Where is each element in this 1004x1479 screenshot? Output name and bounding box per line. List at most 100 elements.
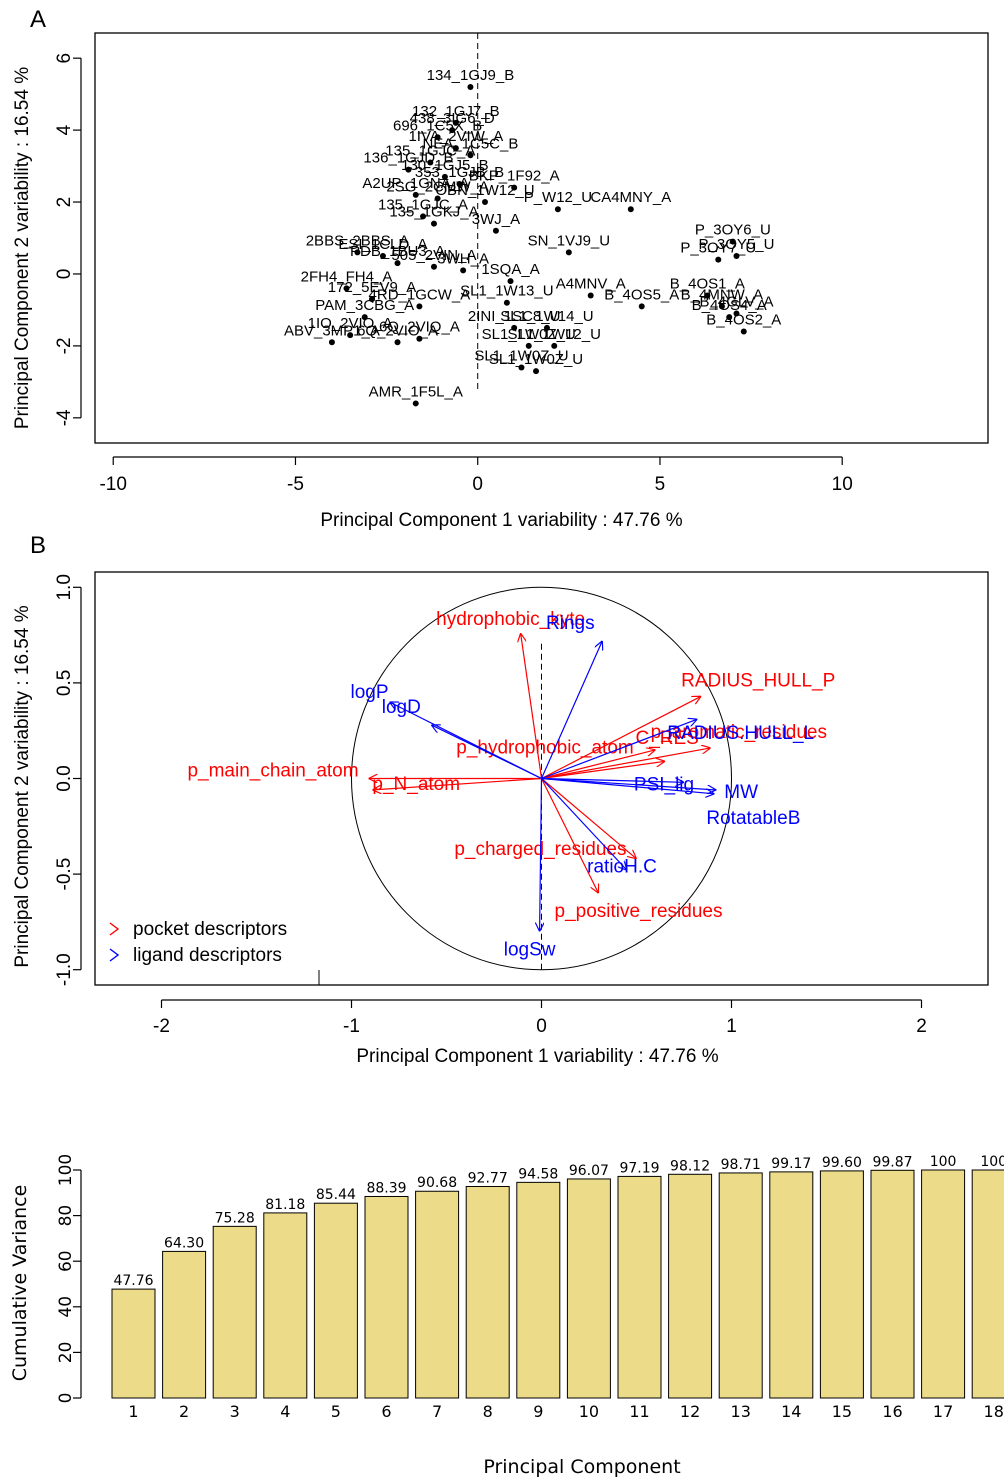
data-point bbox=[430, 220, 437, 227]
data-point bbox=[740, 328, 747, 335]
data-point bbox=[394, 339, 401, 346]
x-tick-label: 0 bbox=[536, 1016, 547, 1037]
data-point bbox=[347, 332, 354, 339]
legend-label: pocket descriptors bbox=[133, 919, 287, 940]
point-label: 438_3IG6_D bbox=[410, 110, 495, 127]
data-point bbox=[715, 256, 722, 263]
bar bbox=[971, 1169, 1004, 1399]
y-tick-label: -4 bbox=[54, 409, 75, 426]
point-label: 130_1GJ5_B bbox=[401, 157, 489, 174]
data-point bbox=[420, 213, 427, 220]
loading-arrow bbox=[541, 748, 711, 780]
bar bbox=[364, 1195, 409, 1399]
loading-label: ratioH.C bbox=[587, 856, 657, 877]
data-point bbox=[551, 342, 558, 349]
data-point bbox=[467, 83, 474, 90]
x-tick-label: 7 bbox=[432, 1402, 442, 1421]
legend-marker bbox=[109, 948, 120, 962]
bar-value-label: 88.39 bbox=[366, 1180, 406, 1196]
point-label: 1IO_2VIO_A bbox=[308, 315, 393, 332]
point-label: ESI_1CLD_A bbox=[338, 236, 427, 253]
data-point bbox=[467, 152, 474, 159]
x-tick-label: 1 bbox=[726, 1016, 737, 1037]
bar bbox=[617, 1175, 662, 1399]
loading-label: RADIUS_HULL_P bbox=[681, 670, 835, 691]
data-point bbox=[434, 195, 441, 202]
data-point bbox=[511, 184, 518, 191]
y-tick-label: 0.5 bbox=[54, 670, 75, 696]
point-label: SL1_1W14_U bbox=[500, 308, 593, 325]
data-point bbox=[718, 303, 725, 310]
bar-value-label: 96.07 bbox=[569, 1163, 609, 1179]
point-label: AMR_1F5L_A bbox=[369, 383, 463, 400]
panel-b: B -2 -1 0 1 2 Principal Component 1 variabilit… bbox=[12, 532, 989, 1067]
bar bbox=[870, 1169, 915, 1399]
point-label: P_3OY6_U bbox=[695, 222, 771, 239]
plot-frame bbox=[94, 32, 989, 444]
x-tick-label: 6 bbox=[381, 1402, 391, 1421]
data-point bbox=[543, 324, 550, 331]
loading-arrow bbox=[431, 725, 542, 780]
point-label: 135_1GJC_A bbox=[385, 142, 475, 159]
loading-arrow bbox=[540, 641, 603, 779]
loading-arrow bbox=[541, 719, 698, 780]
bar-value-label: 47.76 bbox=[113, 1273, 153, 1289]
x-axis-title: Principal Component 1 variability : 47.7… bbox=[320, 510, 682, 531]
y-axis-title: Principal Component 2 variability : 16.5… bbox=[12, 67, 33, 429]
x-tick-label: 18 bbox=[984, 1402, 1004, 1421]
bar-value-label: 85.44 bbox=[316, 1187, 356, 1203]
bar-value-label: 81.18 bbox=[265, 1197, 305, 1213]
y-tick-label: 1.0 bbox=[54, 574, 75, 600]
data-point bbox=[452, 119, 459, 126]
y-tick-label: 40 bbox=[56, 1296, 76, 1318]
data-point bbox=[726, 314, 733, 321]
x-tick-label: 5 bbox=[655, 474, 666, 495]
x-tick-label: 5 bbox=[331, 1402, 341, 1421]
bar-value-label: 99.17 bbox=[771, 1156, 811, 1172]
bar-value-label: 100 bbox=[930, 1154, 957, 1170]
data-point bbox=[456, 181, 463, 188]
data-point bbox=[354, 249, 361, 256]
plot-frame bbox=[94, 571, 989, 986]
bar-value-label: 99.60 bbox=[822, 1155, 862, 1171]
data-point bbox=[416, 335, 423, 342]
point-label: B_4MNW_A bbox=[681, 286, 764, 303]
x-tick-label: 8 bbox=[483, 1402, 493, 1421]
y-tick-label: -1.0 bbox=[54, 953, 75, 986]
point-label: SL1_1W13_U bbox=[460, 283, 553, 300]
x-tick-label: 1 bbox=[128, 1402, 138, 1421]
loading-arrow bbox=[541, 761, 666, 780]
data-point bbox=[460, 267, 467, 274]
x-tick-label: 13 bbox=[731, 1402, 751, 1421]
data-point bbox=[434, 134, 441, 141]
bar-value-label: 64.30 bbox=[164, 1235, 204, 1251]
bar-value-label: 75.28 bbox=[215, 1210, 255, 1226]
y-tick-label: 6 bbox=[54, 53, 75, 64]
loading-arrow bbox=[521, 633, 543, 779]
data-point bbox=[441, 173, 448, 180]
loading-label: p_N_atom bbox=[372, 774, 460, 795]
x-tick-label: 16 bbox=[882, 1402, 902, 1421]
data-point bbox=[379, 252, 386, 259]
loading-label: RADIUS.HULL_L bbox=[667, 723, 814, 744]
point-label: 353_1GJB_B bbox=[415, 164, 504, 181]
data-point bbox=[704, 292, 711, 299]
x-tick-label: 9 bbox=[533, 1402, 543, 1421]
point-label: 136_1GJD_B bbox=[363, 150, 453, 167]
bar bbox=[819, 1170, 864, 1399]
x-axis-title: Principal Component bbox=[483, 1456, 680, 1478]
x-tick-label: 17 bbox=[933, 1402, 953, 1421]
panel-letter-a: A bbox=[30, 6, 46, 33]
loading-arrow bbox=[541, 750, 656, 780]
point-label: 1IVA_2VIW_A bbox=[408, 128, 503, 145]
bar bbox=[415, 1190, 460, 1399]
y-tick-label: 2 bbox=[54, 197, 75, 208]
point-label: 505_2VIN_A bbox=[391, 247, 476, 264]
y-tick-label: 60 bbox=[56, 1250, 76, 1272]
bar-value-label: 92.77 bbox=[468, 1170, 508, 1186]
point-label: P_W12_U bbox=[524, 189, 592, 206]
loading-label: C_RES bbox=[636, 728, 699, 749]
point-label: SL1_1W0Z_U bbox=[482, 326, 576, 343]
data-point bbox=[412, 191, 419, 198]
